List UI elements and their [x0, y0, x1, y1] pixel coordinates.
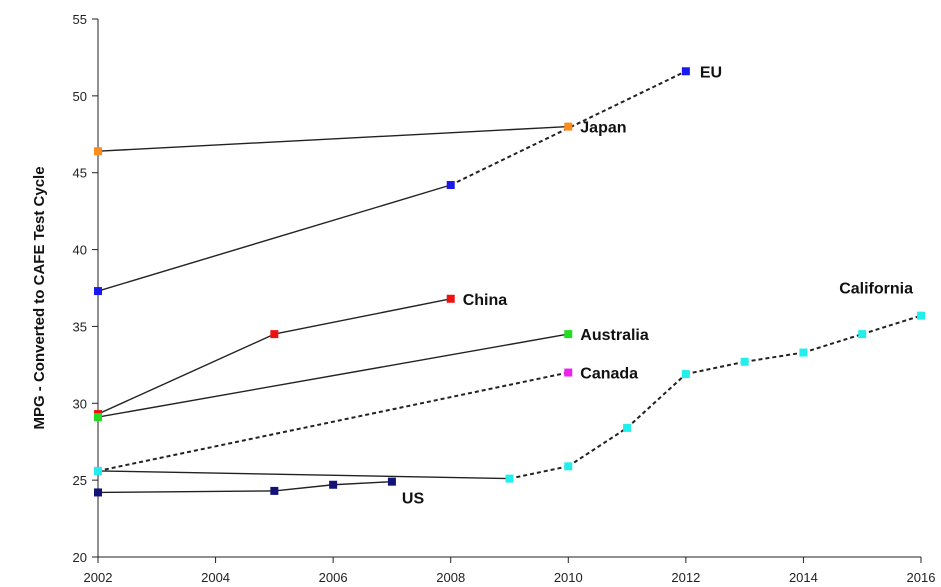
x-tick-label: 2010	[554, 570, 583, 585]
japan-series-label: Japan	[580, 120, 626, 137]
australia-line-segment	[97, 333, 569, 418]
y-tick-label: 20	[73, 550, 87, 565]
california-line-segment	[509, 465, 569, 480]
x-tick-label: 2002	[84, 570, 113, 585]
china-series-label: China	[463, 292, 508, 309]
x-tick-label: 2004	[201, 570, 230, 585]
california-line-segment	[803, 333, 863, 354]
japan-line-segment	[97, 125, 569, 152]
us-point	[270, 486, 279, 495]
us-line-segment	[97, 490, 275, 494]
us-point	[94, 488, 102, 497]
california-line-segment	[685, 360, 745, 376]
eu-point	[681, 67, 690, 76]
x-tick-label: 2016	[907, 570, 936, 585]
eu-line-segment	[97, 184, 451, 292]
australia-point	[564, 330, 573, 339]
y-tick-label: 55	[73, 12, 87, 27]
eu-point	[446, 181, 455, 190]
x-tick-label: 2014	[789, 570, 818, 585]
china-point	[270, 330, 279, 339]
y-tick-label: 35	[73, 319, 87, 334]
us-line-segment	[274, 484, 334, 492]
china-point	[446, 294, 455, 303]
y-tick-label: 40	[73, 243, 87, 258]
us-line-segment	[333, 480, 392, 486]
california-line-segment	[861, 314, 922, 336]
australia-series-label: Australia	[580, 327, 649, 344]
x-tick-label: 2012	[671, 570, 700, 585]
us-series-label: US	[402, 491, 425, 508]
california-point	[681, 370, 690, 379]
us-point	[387, 477, 396, 486]
california-line-segment	[744, 351, 804, 363]
canada-point	[564, 368, 573, 377]
x-tick-label: 2008	[436, 570, 465, 585]
series-markers	[94, 67, 925, 497]
y-axis-ticks: 20 25 30 35 40 45 50 55	[73, 12, 98, 565]
japan-point	[94, 147, 102, 156]
eu-line-segment	[450, 70, 687, 186]
y-tick-label: 45	[73, 166, 87, 181]
australia-point	[94, 413, 102, 422]
california-line-segment	[567, 427, 628, 468]
california-series-label: California	[839, 281, 913, 298]
series-labels: EU Japan China Australia Canada California US	[402, 64, 913, 507]
japan-point	[564, 122, 573, 131]
china-line-segment	[97, 333, 275, 415]
california-point	[94, 466, 102, 475]
canada-series-label: Canada	[580, 366, 638, 383]
california-point	[858, 330, 867, 339]
y-tick-label: 50	[73, 89, 87, 104]
china-line-segment	[274, 298, 451, 335]
x-tick-label: 2006	[319, 570, 348, 585]
california-point	[623, 423, 632, 432]
us-point	[329, 480, 338, 489]
eu-point	[94, 287, 102, 296]
canada-line-segment	[97, 371, 569, 472]
x-axis-ticks: 2002 2004 2006 2008 2010 2012 2014 2016	[84, 557, 936, 585]
california-point	[917, 311, 925, 320]
y-tick-label: 30	[73, 396, 87, 411]
california-line-segment	[626, 373, 687, 429]
california-line-segment	[97, 470, 510, 480]
california-point	[505, 474, 514, 483]
eu-series-label: EU	[700, 64, 722, 81]
y-tick-label: 25	[73, 473, 87, 488]
california-point	[740, 357, 749, 366]
y-axis-title: MPG - Converted to CAFE Test Cycle	[31, 166, 48, 429]
series-lines	[97, 70, 922, 494]
california-point	[564, 462, 573, 471]
california-point	[799, 348, 808, 357]
